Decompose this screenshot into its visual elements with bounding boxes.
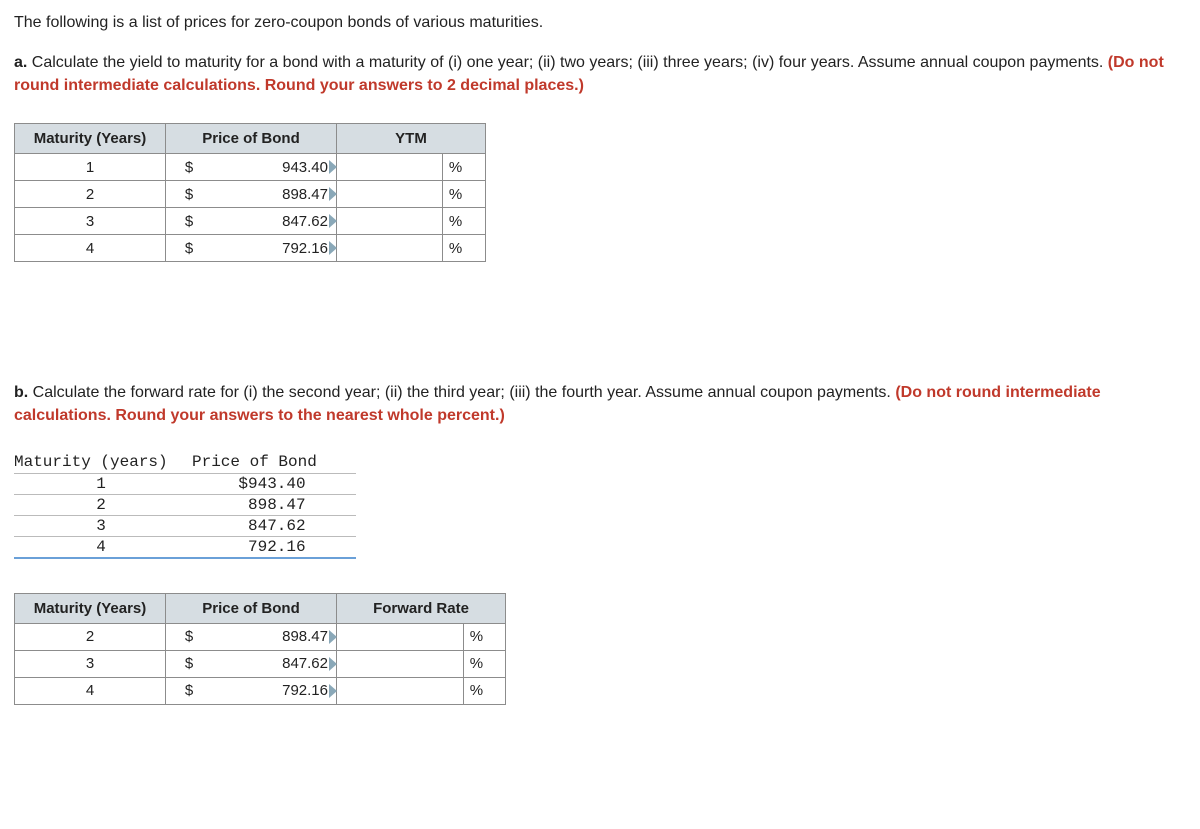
fwd-header-row: Maturity (Years) Price of Bond Forward R… [15,593,506,623]
pct-sign: % [463,623,505,650]
price-cell: 847.62 [208,208,337,235]
fwd-h-rate: Forward Rate [337,593,506,623]
pct-sign: % [442,208,485,235]
price-cell: 943.40 [208,154,337,181]
forward-rate-table: Maturity (Years) Price of Bond Forward R… [14,593,506,705]
price-list-row: 2 898.47 [14,494,356,515]
part-b-text: Calculate the forward rate for (i) the s… [28,384,895,401]
ytm-h-price: Price of Bond [166,124,337,154]
price-cell: 847.62 [208,650,337,677]
pct-sign: % [442,181,485,208]
dollar-sign: $ [166,677,209,704]
question-a: a. Calculate the yield to maturity for a… [14,52,1186,97]
ytm-row: 1 $ 943.40 % [15,154,486,181]
ytm-row: 3 $ 847.62 % [15,208,486,235]
ytm-table: Maturity (Years) Price of Bond YTM 1 $ 9… [14,123,486,262]
price-list-price: 847.62 [188,515,356,536]
price-list-header: Maturity (years) Price of Bond [14,453,356,474]
maturity-cell: 2 [15,181,166,208]
dollar-sign: $ [166,650,209,677]
price-list-mat: 1 [14,473,188,494]
question-b: b. Calculate the forward rate for (i) th… [14,382,1186,427]
pct-sign: % [442,154,485,181]
ytm-header-row: Maturity (Years) Price of Bond YTM [15,124,486,154]
price-list-h2: Price of Bond [188,453,356,474]
price-cell: 792.16 [208,677,337,704]
fwd-input[interactable] [337,623,464,650]
maturity-cell: 4 [15,235,166,262]
ytm-h-ytm: YTM [337,124,486,154]
ytm-row: 4 $ 792.16 % [15,235,486,262]
price-cell: 898.47 [208,181,337,208]
price-list-price: 898.47 [188,494,356,515]
price-cell: 898.47 [208,623,337,650]
fwd-row: 3 $ 847.62 % [15,650,506,677]
price-list-mat: 3 [14,515,188,536]
maturity-cell: 2 [15,623,166,650]
ytm-input[interactable] [337,208,443,235]
price-list-table: Maturity (years) Price of Bond 1 $943.40… [14,453,356,559]
fwd-row: 2 $ 898.47 % [15,623,506,650]
dollar-sign: $ [166,154,209,181]
price-list-price: 792.16 [188,536,356,558]
fwd-row: 4 $ 792.16 % [15,677,506,704]
fwd-input[interactable] [337,650,464,677]
dollar-sign: $ [166,181,209,208]
price-list-mat: 4 [14,536,188,558]
maturity-cell: 4 [15,677,166,704]
ytm-input[interactable] [337,154,443,181]
price-list-row: 3 847.62 [14,515,356,536]
ytm-input[interactable] [337,181,443,208]
price-list-row: 4 792.16 [14,536,356,558]
price-list-price: $943.40 [188,473,356,494]
dollar-sign: $ [166,623,209,650]
intro-text: The following is a list of prices for ze… [14,12,1186,34]
price-list-mat: 2 [14,494,188,515]
maturity-cell: 3 [15,208,166,235]
price-list-row: 1 $943.40 [14,473,356,494]
ytm-h-maturity: Maturity (Years) [15,124,166,154]
fwd-h-maturity: Maturity (Years) [15,593,166,623]
ytm-row: 2 $ 898.47 % [15,181,486,208]
dollar-sign: $ [166,208,209,235]
pct-sign: % [463,650,505,677]
ytm-input[interactable] [337,235,443,262]
maturity-cell: 3 [15,650,166,677]
fwd-input[interactable] [337,677,464,704]
part-b-label: b. [14,384,28,401]
part-a-label: a. [14,54,27,71]
price-list-h1: Maturity (years) [14,453,188,474]
fwd-h-price: Price of Bond [166,593,337,623]
part-a-text: Calculate the yield to maturity for a bo… [27,54,1107,71]
dollar-sign: $ [166,235,209,262]
price-cell: 792.16 [208,235,337,262]
maturity-cell: 1 [15,154,166,181]
pct-sign: % [463,677,505,704]
pct-sign: % [442,235,485,262]
